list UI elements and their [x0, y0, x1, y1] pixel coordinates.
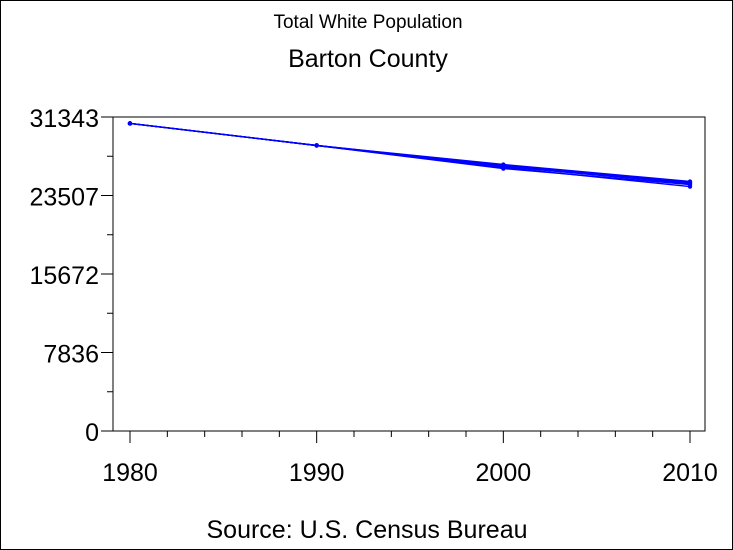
series-layer [127, 121, 693, 189]
y-tick-label: 15672 [29, 262, 99, 290]
y-tick-label: 23507 [29, 184, 99, 212]
data-point [314, 143, 319, 148]
plot-area [112, 116, 706, 432]
x-tick-label: 2010 [662, 459, 718, 487]
data-point [687, 184, 693, 189]
x-tick-label: 1980 [102, 459, 158, 487]
series-line [129, 122, 691, 183]
x-tick-label: 2000 [476, 459, 532, 487]
y-axis: 0 7836 15672 23507 31343 [29, 105, 113, 447]
data-point [501, 164, 506, 169]
y-tick-label: 0 [85, 419, 99, 447]
x-axis: 1980 1990 2000 2010 [102, 431, 718, 487]
y-tick-label: 7836 [43, 340, 99, 368]
series-line [129, 122, 691, 185]
data-point [687, 181, 693, 186]
chart-title: Total White Population [273, 12, 462, 33]
y-tick-label: 31343 [29, 105, 99, 133]
source-footnote: Source: U.S. Census Bureau [207, 516, 528, 544]
chart-subtitle: Barton County [288, 45, 448, 73]
x-tick-label: 1990 [289, 459, 345, 487]
data-point [127, 121, 133, 126]
